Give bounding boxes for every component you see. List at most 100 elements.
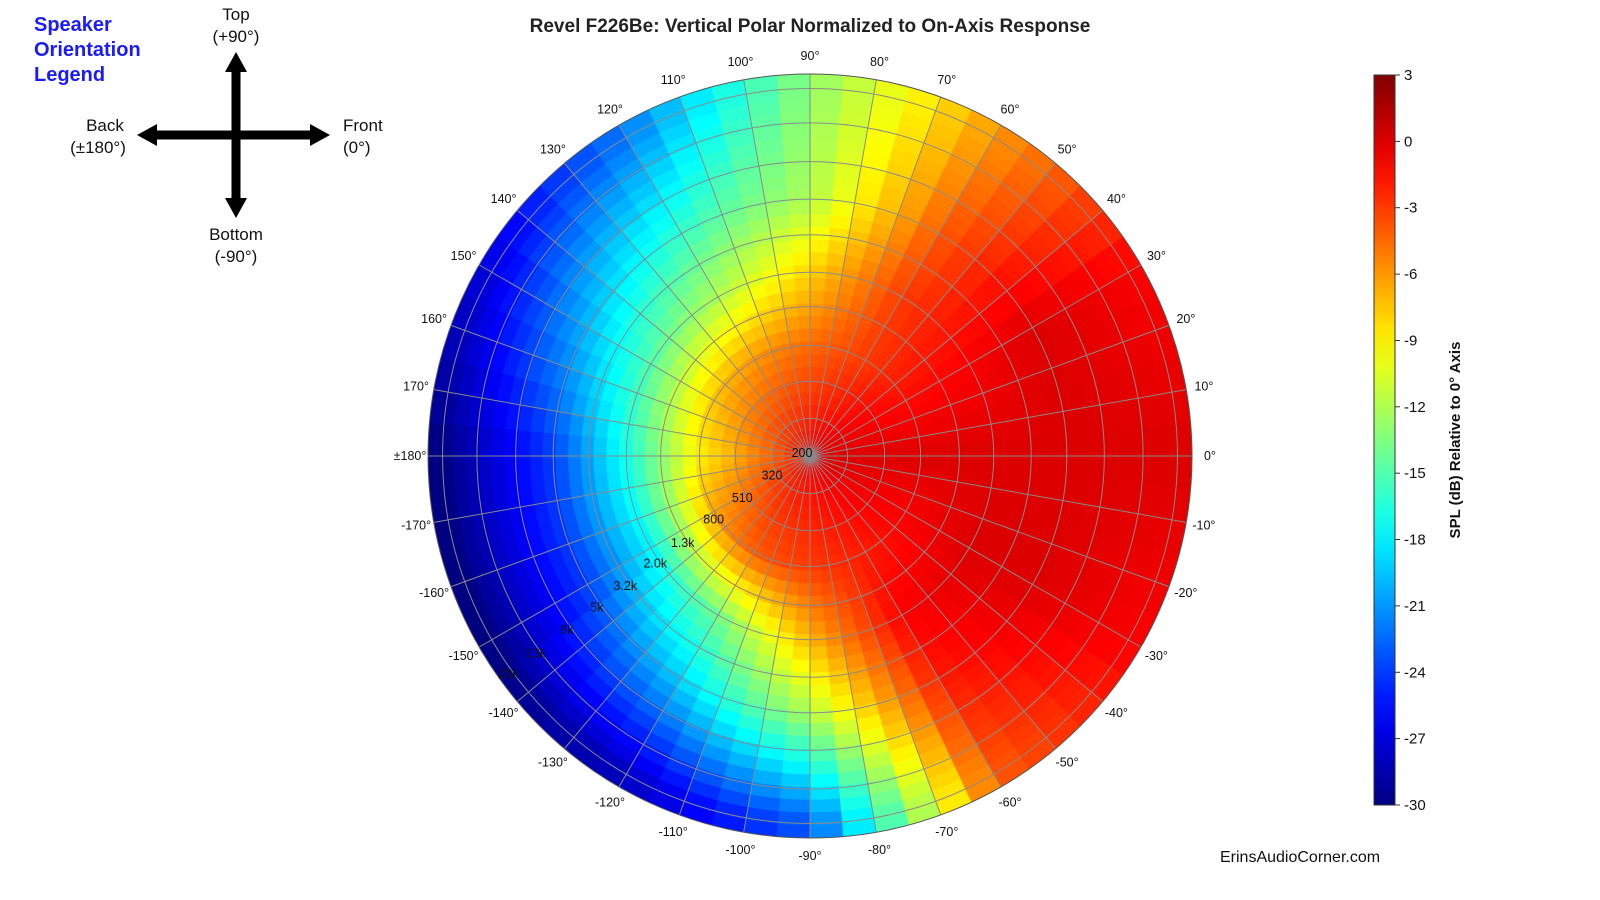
heatmap-cell bbox=[826, 226, 850, 243]
heatmap-cell bbox=[765, 508, 779, 524]
heatmap-cell bbox=[843, 241, 867, 260]
heatmap-cell bbox=[682, 444, 696, 458]
heatmap-cell bbox=[679, 98, 718, 123]
heatmap-cell bbox=[655, 120, 693, 146]
heatmap-cell bbox=[848, 518, 863, 534]
heatmap-cell bbox=[602, 146, 639, 177]
heatmap-cell bbox=[618, 456, 633, 475]
heatmap-cell bbox=[810, 823, 848, 838]
heatmap-cell bbox=[451, 329, 475, 368]
heatmap-cell bbox=[831, 413, 844, 427]
heatmap-cell bbox=[1030, 390, 1049, 417]
heatmap-cell bbox=[834, 292, 853, 309]
heatmap-cell bbox=[879, 171, 911, 193]
heatmap-cell bbox=[657, 468, 673, 485]
heatmap-cell bbox=[1068, 499, 1087, 529]
heatmap-cell bbox=[886, 227, 913, 249]
heatmap-cell bbox=[697, 147, 731, 170]
angle-tick-label: 120° bbox=[597, 103, 623, 117]
heatmap-cell bbox=[810, 544, 820, 559]
heatmap-cell bbox=[830, 317, 847, 334]
heatmap-cell bbox=[676, 676, 705, 701]
heatmap-cell bbox=[807, 175, 835, 190]
heatmap-cell bbox=[1101, 452, 1117, 483]
heatmap-cell bbox=[1089, 248, 1120, 285]
heatmap-cell bbox=[835, 400, 847, 415]
angle-tick-label: -10° bbox=[1192, 519, 1215, 533]
orientation-back-label: Back bbox=[86, 116, 124, 135]
heatmap-cell bbox=[883, 281, 906, 302]
heatmap-cell bbox=[1085, 318, 1110, 352]
heatmap-cell bbox=[684, 111, 722, 135]
heatmap-cell bbox=[857, 468, 873, 478]
heatmap-cell bbox=[998, 470, 1014, 492]
heatmap-cell bbox=[589, 334, 612, 362]
heatmap-cell bbox=[950, 683, 981, 711]
heatmap-cell bbox=[707, 663, 734, 685]
heatmap-cell bbox=[851, 191, 880, 211]
heatmap-cell bbox=[548, 631, 578, 664]
heatmap-cell bbox=[837, 87, 875, 105]
heatmap-cell bbox=[522, 615, 552, 650]
heatmap-cell bbox=[814, 417, 821, 432]
heatmap-cell bbox=[713, 104, 751, 125]
heatmap-cell bbox=[962, 107, 1002, 137]
heatmap-cell bbox=[905, 801, 945, 826]
heatmap-cell bbox=[820, 462, 833, 471]
angle-tick-label: 80° bbox=[870, 55, 889, 69]
heatmap-cell bbox=[1053, 674, 1086, 709]
heatmap-cell bbox=[695, 436, 710, 449]
heatmap-cell bbox=[575, 644, 606, 675]
heatmap-cell bbox=[1036, 366, 1057, 394]
grid-spoke bbox=[809, 389, 1187, 457]
heatmap-cell bbox=[792, 543, 804, 559]
angle-tick-label: -150° bbox=[449, 649, 479, 663]
heatmap-cell bbox=[517, 480, 535, 510]
heatmap-cell bbox=[1006, 397, 1024, 421]
heatmap-cell bbox=[474, 573, 500, 611]
heatmap-cell bbox=[914, 731, 948, 756]
heatmap-cell bbox=[691, 698, 722, 721]
heatmap-cell bbox=[932, 95, 972, 122]
heatmap-cell bbox=[760, 488, 775, 502]
angle-tick-label: 100° bbox=[728, 55, 754, 69]
heatmap-cell bbox=[997, 418, 1014, 440]
heatmap-cell bbox=[1075, 553, 1099, 586]
grid-spoke bbox=[809, 455, 1002, 788]
heatmap-cell bbox=[705, 731, 738, 753]
heatmap-cell bbox=[975, 578, 1000, 604]
heatmap-cell bbox=[785, 200, 810, 216]
heatmap-cell bbox=[743, 372, 759, 389]
heatmap-cell bbox=[1014, 237, 1045, 268]
heatmap-cell bbox=[746, 406, 762, 421]
heatmap-cell bbox=[887, 492, 904, 508]
heatmap-cell bbox=[810, 772, 843, 788]
heatmap-cell bbox=[870, 78, 910, 100]
heatmap-cell bbox=[988, 745, 1026, 777]
heatmap-cell bbox=[859, 509, 875, 525]
heatmap-cell bbox=[833, 138, 866, 156]
heatmap-cell bbox=[902, 789, 941, 814]
heatmap-cell bbox=[790, 251, 810, 266]
heatmap-cell bbox=[750, 367, 766, 384]
heatmap-cell bbox=[807, 264, 827, 279]
frequency-tick-label: 320 bbox=[762, 469, 783, 483]
heatmap-cell bbox=[867, 774, 903, 796]
heatmap-cell bbox=[515, 226, 547, 262]
heatmap-cell bbox=[794, 433, 804, 446]
heatmap-cell bbox=[754, 419, 769, 431]
heatmap-cell bbox=[575, 681, 608, 713]
polar-heatmap: 0° 10° 20° 30° 40° 50° 60° 70° 80° 90° 100° 110° 120… bbox=[394, 49, 1216, 863]
heatmap-cell bbox=[811, 417, 817, 431]
heatmap-cell bbox=[822, 407, 832, 422]
heatmap-cell bbox=[917, 484, 934, 500]
heatmap-cell bbox=[1165, 353, 1187, 392]
heatmap-cell bbox=[810, 633, 829, 648]
heatmap-cell bbox=[1073, 476, 1090, 505]
heatmap-cell bbox=[1024, 614, 1053, 645]
heatmap-cell bbox=[741, 204, 768, 223]
heatmap-cell bbox=[826, 426, 838, 438]
heatmap-cell bbox=[517, 653, 549, 689]
heatmap-cell bbox=[1073, 293, 1100, 327]
heatmap-cell bbox=[778, 470, 791, 482]
